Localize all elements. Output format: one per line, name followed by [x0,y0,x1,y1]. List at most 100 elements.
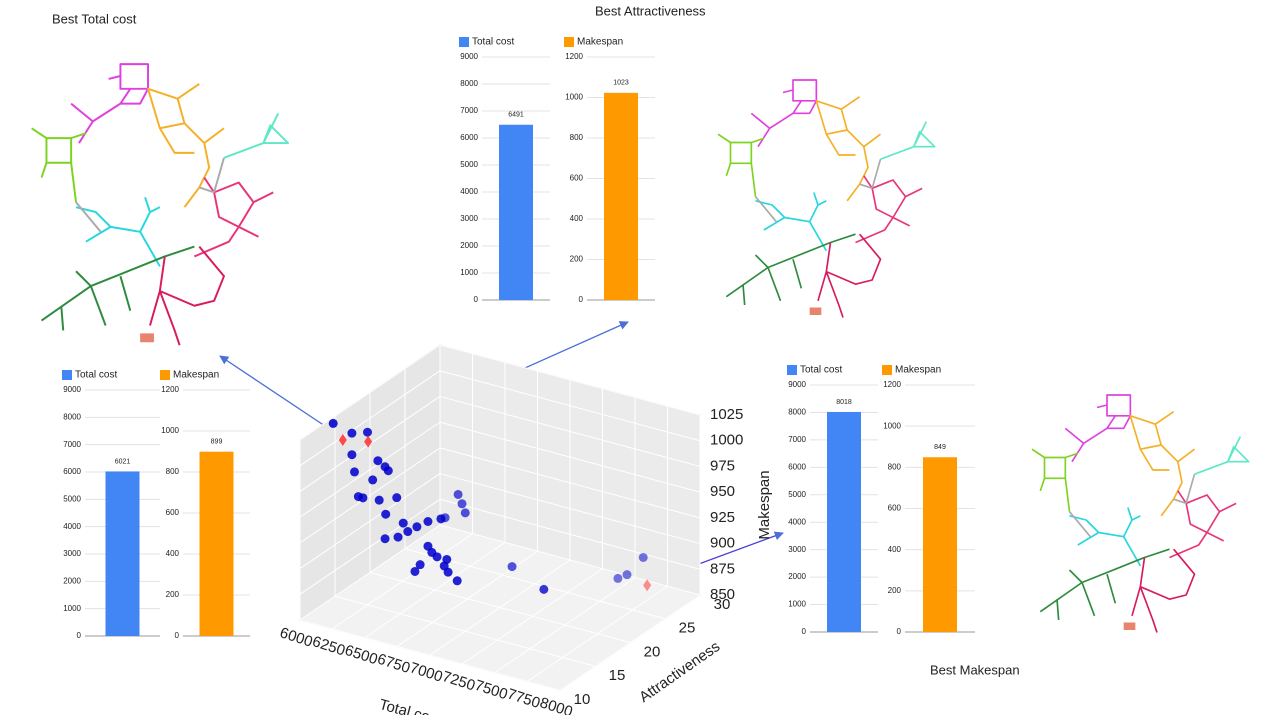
y-tick-label: 8000 [63,412,81,421]
point [347,450,356,459]
y-tick-label: 15 [609,667,626,684]
legend-label: Total cost [75,370,117,381]
point [392,493,401,502]
y-tick-label: 800 [888,462,902,471]
legend-label: Makespan [895,365,941,376]
y-tick-label: 25 [679,620,696,637]
point [363,428,372,437]
legend-label: Total cost [800,365,842,376]
point [508,562,517,571]
network-diagram [1032,395,1249,633]
x-tick-label: 7500 [473,677,510,703]
y-tick-label: 1000 [883,421,901,430]
point [381,534,390,543]
figure: Best Total cost Best Attractiveness Best… [0,0,1274,715]
point [623,570,632,579]
y-tick-label: 0 [175,631,180,640]
point [461,508,470,517]
bar [923,457,957,632]
y-tick-label: 6000 [788,462,806,471]
y-tick-label: 1000 [63,604,81,613]
y-tick-label: 800 [570,133,584,142]
y-tick-label: 0 [579,295,584,304]
legend-swatch [882,365,892,375]
y-tick-label: 800 [166,467,180,476]
point [403,527,412,536]
point [347,429,356,438]
z-tick-label: 875 [710,560,735,577]
y-tick-label: 1200 [565,52,583,61]
y-tick-label: 400 [166,549,180,558]
z-axis-label: Makespan [756,470,773,539]
x-tick-label: 8000 [538,694,575,715]
x-tick-label: 7750 [505,686,542,712]
y-tick-label: 200 [166,590,180,599]
point [639,553,648,562]
point [423,517,432,526]
y-tick-label: 0 [77,631,82,640]
legend-swatch [160,370,170,380]
caption: Best Makespan [930,662,1020,677]
y-tick-label: 3000 [63,549,81,558]
y-tick-label: 3000 [460,214,478,223]
x-axis-label: Total cost [377,696,443,715]
y-tick-label: 7000 [788,435,806,444]
value-label: 1023 [613,80,629,87]
point [394,533,403,542]
y-tick-label: 0 [897,627,902,636]
caption: Best Total cost [52,11,137,26]
y-tick-label: 600 [888,504,902,513]
point [399,519,408,528]
point [410,567,419,576]
y-tick-label: 2000 [63,576,81,585]
y-tick-label: 10 [574,691,591,708]
scatter-3d: 6000625065006750700072507500775080001015… [278,345,773,715]
y-tick-label: 3000 [788,545,806,554]
legend-label: Makespan [173,370,219,381]
y-tick-label: 0 [474,295,479,304]
y-tick-label: 5000 [460,160,478,169]
bar [200,452,234,636]
bar [604,93,638,300]
x-tick-label: 6000 [278,624,315,650]
y-tick-label: 6000 [460,133,478,142]
bar [106,471,140,636]
y-tick-label: 1000 [788,600,806,609]
z-tick-label: 850 [710,586,735,603]
value-label: 6021 [115,458,131,465]
y-tick-label: 4000 [460,187,478,196]
point [375,496,384,505]
point [454,490,463,499]
y-tick-label: 2000 [460,241,478,250]
point [358,493,367,502]
value-label: 6491 [508,112,524,119]
legend-swatch [459,37,469,47]
y-tick-label: 5000 [63,494,81,503]
y-tick-label: 1200 [883,380,901,389]
point [539,585,548,594]
y-tick-label: 4000 [788,517,806,526]
y-tick-label: 1000 [565,93,583,102]
point [433,552,442,561]
y-tick-label: 8000 [788,408,806,417]
legend-swatch [564,37,574,47]
legend-swatch [62,370,72,380]
z-tick-label: 975 [710,457,735,474]
y-tick-label: 6000 [63,467,81,476]
y-tick-label: 7000 [460,106,478,115]
y-tick-label: 200 [888,586,902,595]
point [458,499,467,508]
y-tick-label: 0 [802,627,807,636]
page: {"captions": ["Best Total cost", "Best A… [0,0,1274,715]
point [453,576,462,585]
y-tick-label: 600 [166,508,180,517]
legend-label: Total cost [472,37,514,48]
z-tick-label: 1025 [710,406,743,423]
z-tick-label: 1000 [710,432,743,449]
y-tick-label: 5000 [788,490,806,499]
bar [499,125,533,300]
y-tick-label: 600 [570,174,584,183]
point [329,419,338,428]
x-tick-label: 7000 [408,659,445,685]
point [444,568,453,577]
